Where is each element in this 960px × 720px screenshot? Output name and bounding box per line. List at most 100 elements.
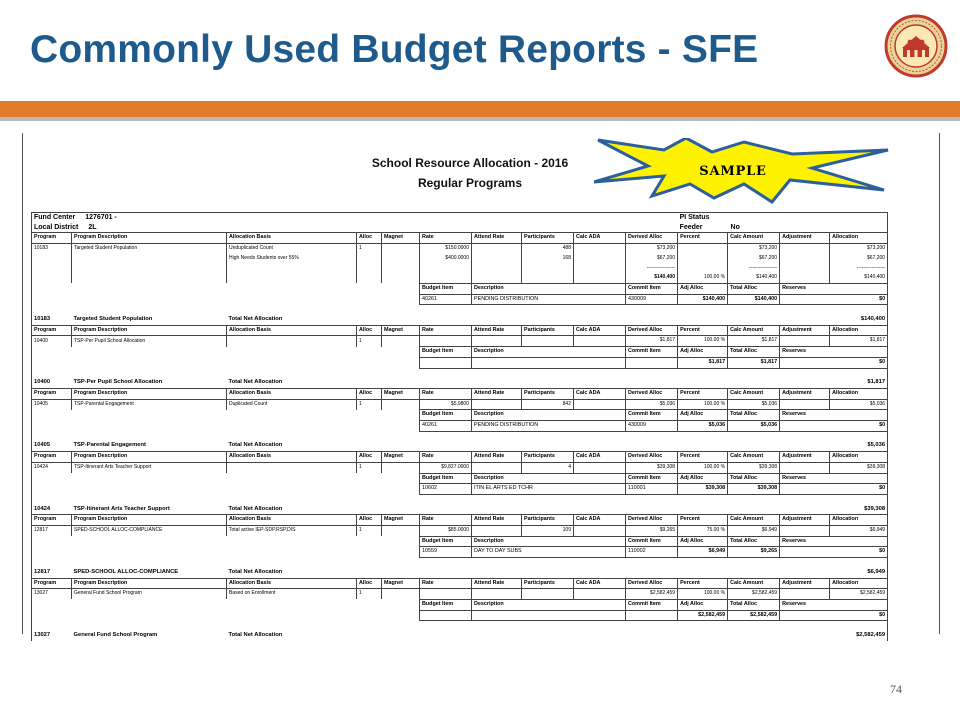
participants-value: 4 <box>521 462 574 474</box>
column-header: Program <box>31 451 72 463</box>
alloc-value <box>356 253 382 264</box>
calc-ada-value <box>573 588 626 600</box>
column-header: Percent <box>677 232 729 245</box>
percent-value: 100.00 % <box>677 462 729 474</box>
column-header-row: Program Program Description Allocation Bas… <box>31 514 889 527</box>
blank-row <box>30 620 889 632</box>
column-header-row: Program Program Description Allocation Bas… <box>31 324 889 337</box>
derived-alloc-value: $9,265 <box>624 525 679 537</box>
column-header: Calc Amount <box>727 514 781 527</box>
dash-cell <box>31 263 72 274</box>
commit-item-value: 110001 <box>624 483 679 495</box>
commit-header: Adj Alloc <box>677 282 729 295</box>
column-header: Magnet <box>381 451 420 463</box>
blank-cell <box>779 273 831 284</box>
allocation-line-row: 13027 General Fund School Program Based on… <box>31 588 889 600</box>
total-alloc-value: $5,036 <box>727 420 781 432</box>
fund-center-cell: Fund Center 1276701 - <box>30 211 678 223</box>
program-description: Targeted Student Population <box>71 243 227 254</box>
subtotal-derived: $140,400 <box>624 273 679 284</box>
attend-rate-value <box>471 253 522 264</box>
commit-header: Adj Alloc <box>677 598 729 611</box>
allocation-basis: Total active IEP-SDP,RSP,DIS <box>226 525 357 537</box>
dash-cell <box>226 263 357 274</box>
column-header: Program Description <box>71 451 227 463</box>
header-shadow-bar <box>0 117 960 121</box>
commit-item-value: 110002 <box>624 546 679 559</box>
alloc-value: 1 <box>356 335 382 347</box>
total-program-description: TSP-Itinerant Arts Teacher Support <box>73 505 170 512</box>
column-header: Program <box>31 577 72 590</box>
commit-header: Total Alloc <box>727 535 781 548</box>
column-header: Adjustment <box>779 324 831 337</box>
budget-item-value <box>419 356 472 369</box>
commit-item-value: 430009 <box>624 293 679 306</box>
total-label: Total Net Allocation <box>228 568 283 575</box>
magnet-value <box>381 399 420 410</box>
commit-header: Reserves <box>779 346 889 358</box>
total-alloc-value: $1,817 <box>727 356 781 369</box>
total-program-description: General Fund School Program <box>73 632 158 639</box>
blank-row <box>30 368 889 379</box>
total-row: 12817 SPED-SCHOOL ALLOC-COMPLIANCE Total N… <box>31 567 889 579</box>
local-district-label: Local District <box>34 223 79 231</box>
calc-ada-value <box>573 243 626 254</box>
total-program-code: 10400 <box>31 378 72 389</box>
column-header: Alloc <box>356 577 382 590</box>
program-code: 10183 <box>31 243 72 254</box>
commit-header: Description <box>471 472 626 485</box>
commit-header: Description <box>471 346 626 358</box>
rate-value: $5.9800 <box>419 399 472 410</box>
adj-alloc-value: $39,308 <box>677 483 729 495</box>
allocation-value: $5,036 <box>829 399 889 410</box>
column-header: Percent <box>677 324 729 337</box>
column-header: Allocation <box>829 324 889 337</box>
report-title: School Resource Allocation - 2016 <box>371 156 569 170</box>
column-header: Magnet <box>381 324 420 337</box>
program-code: 12817 <box>31 525 72 537</box>
column-header: Adjustment <box>779 232 831 245</box>
column-header: Alloc <box>356 514 382 527</box>
commit-header-row: Budget Item Description Commit Item Adj All… <box>31 282 889 295</box>
commit-header: Description <box>471 409 626 422</box>
commit-header: Adj Alloc <box>677 472 729 485</box>
blank-cell <box>71 273 227 284</box>
column-header-row: Program Program Description Allocation Bas… <box>31 232 889 245</box>
column-header: Allocation <box>829 387 889 400</box>
blank-cell <box>30 494 889 505</box>
allocation-line-row: 10183 Targeted Student Population Unduplic… <box>31 243 889 254</box>
adj-alloc-value: $2,582,459 <box>677 609 729 622</box>
commit-header: Description <box>471 535 626 548</box>
commit-header: Adj Alloc <box>677 409 729 422</box>
program-description: TSP-Itinerant Arts Teacher Support <box>71 462 227 474</box>
column-header: Allocation <box>829 514 889 527</box>
total-net-allocation: $140,400 <box>829 315 889 326</box>
commit-description-value: DAY TO DAY SUBS <box>471 546 626 559</box>
calc-amount-value: $67,200 <box>727 253 781 264</box>
dash-cell <box>471 263 522 274</box>
column-header: Calc ADA <box>573 577 626 590</box>
calc-ada-value <box>573 253 626 264</box>
column-header: Allocation Basis <box>226 514 357 527</box>
commit-header: Reserves <box>779 535 889 548</box>
column-header: Program Description <box>71 387 227 400</box>
blank-cell <box>31 546 420 558</box>
column-header: Derived Alloc <box>624 451 679 463</box>
column-header: Rate <box>419 451 472 463</box>
total-program-code: 12817 <box>31 567 72 579</box>
allocation-line-row: 10400 TSP-Per Pupil School Allocation 1 $1,… <box>31 335 889 347</box>
column-header: Derived Alloc <box>624 514 679 527</box>
column-header: Program Description <box>71 324 227 337</box>
column-header: Adjustment <box>779 514 831 527</box>
pi-status-label: PI Status <box>677 211 889 223</box>
column-header: Percent <box>677 451 729 463</box>
commit-description-value: PENDING DISTRIBUTION <box>471 420 626 432</box>
total-program-code: 10183 <box>31 315 72 326</box>
blank-cell <box>31 294 420 305</box>
calc-amount-value: $1,817 <box>727 335 781 347</box>
commit-description-value <box>471 356 626 369</box>
blank-cell <box>419 273 472 284</box>
dash-cell <box>71 263 227 274</box>
derived-alloc-value: $1,817 <box>624 335 679 347</box>
column-header: Derived Alloc <box>624 577 679 590</box>
